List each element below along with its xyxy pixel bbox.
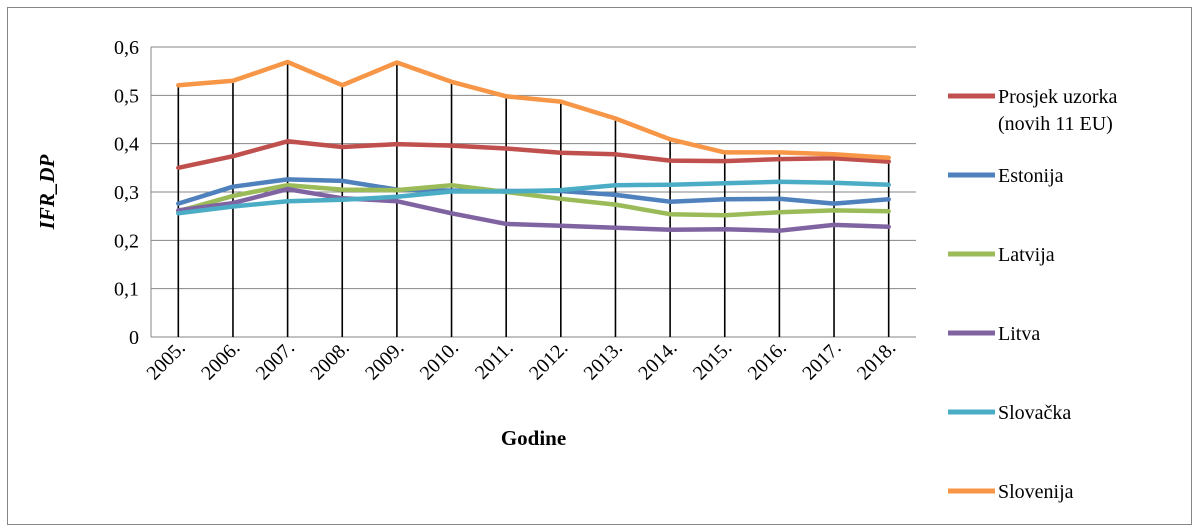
legend-label: Litva xyxy=(998,323,1040,345)
x-tick-label: 2009. xyxy=(361,337,408,384)
x-tick-label: 2013. xyxy=(580,337,627,384)
x-tick-label: 2006. xyxy=(197,337,244,384)
x-axis-title: Godine xyxy=(501,426,566,450)
legend-label: Estonija xyxy=(998,165,1064,187)
x-tick-label: 2015. xyxy=(689,337,736,384)
legend-label: Latvija xyxy=(998,244,1055,266)
x-tick-label: 2018. xyxy=(853,337,900,384)
x-tick-label: 2010. xyxy=(416,337,463,384)
legend-label: Prosjek uzorka xyxy=(998,86,1118,108)
chart-frame: 0 0,1 0,2 0,3 0,4 0,5 0,6 2005. 2006. 2007. 2008. 2… xyxy=(7,7,1192,525)
x-tick-label: 2012. xyxy=(525,337,572,384)
x-tick-label: 2005. xyxy=(142,337,189,384)
y-tick-label: 0,5 xyxy=(114,85,139,107)
x-tick-label: 2016. xyxy=(744,337,791,384)
legend-label: Slovačka xyxy=(998,402,1071,424)
x-tick-label: 2011. xyxy=(471,337,518,384)
y-tick-label: 0 xyxy=(129,327,139,349)
x-tick-label: 2007. xyxy=(252,337,299,384)
x-tick-label: 2008. xyxy=(306,337,353,384)
y-tick-label: 0,6 xyxy=(114,37,139,59)
x-tick-label: 2017. xyxy=(798,337,845,384)
y-tick-label: 0,4 xyxy=(114,134,139,156)
y-tick-label: 0,1 xyxy=(114,279,139,301)
y-tick-label: 0,2 xyxy=(114,230,139,252)
x-tick-label: 2014. xyxy=(634,337,681,384)
y-axis-title: IFR_DP xyxy=(35,154,59,230)
legend-label: Slovenija xyxy=(998,481,1074,503)
y-tick-label: 0,3 xyxy=(114,182,139,204)
legend-label: (novih 11 EU) xyxy=(998,113,1113,135)
